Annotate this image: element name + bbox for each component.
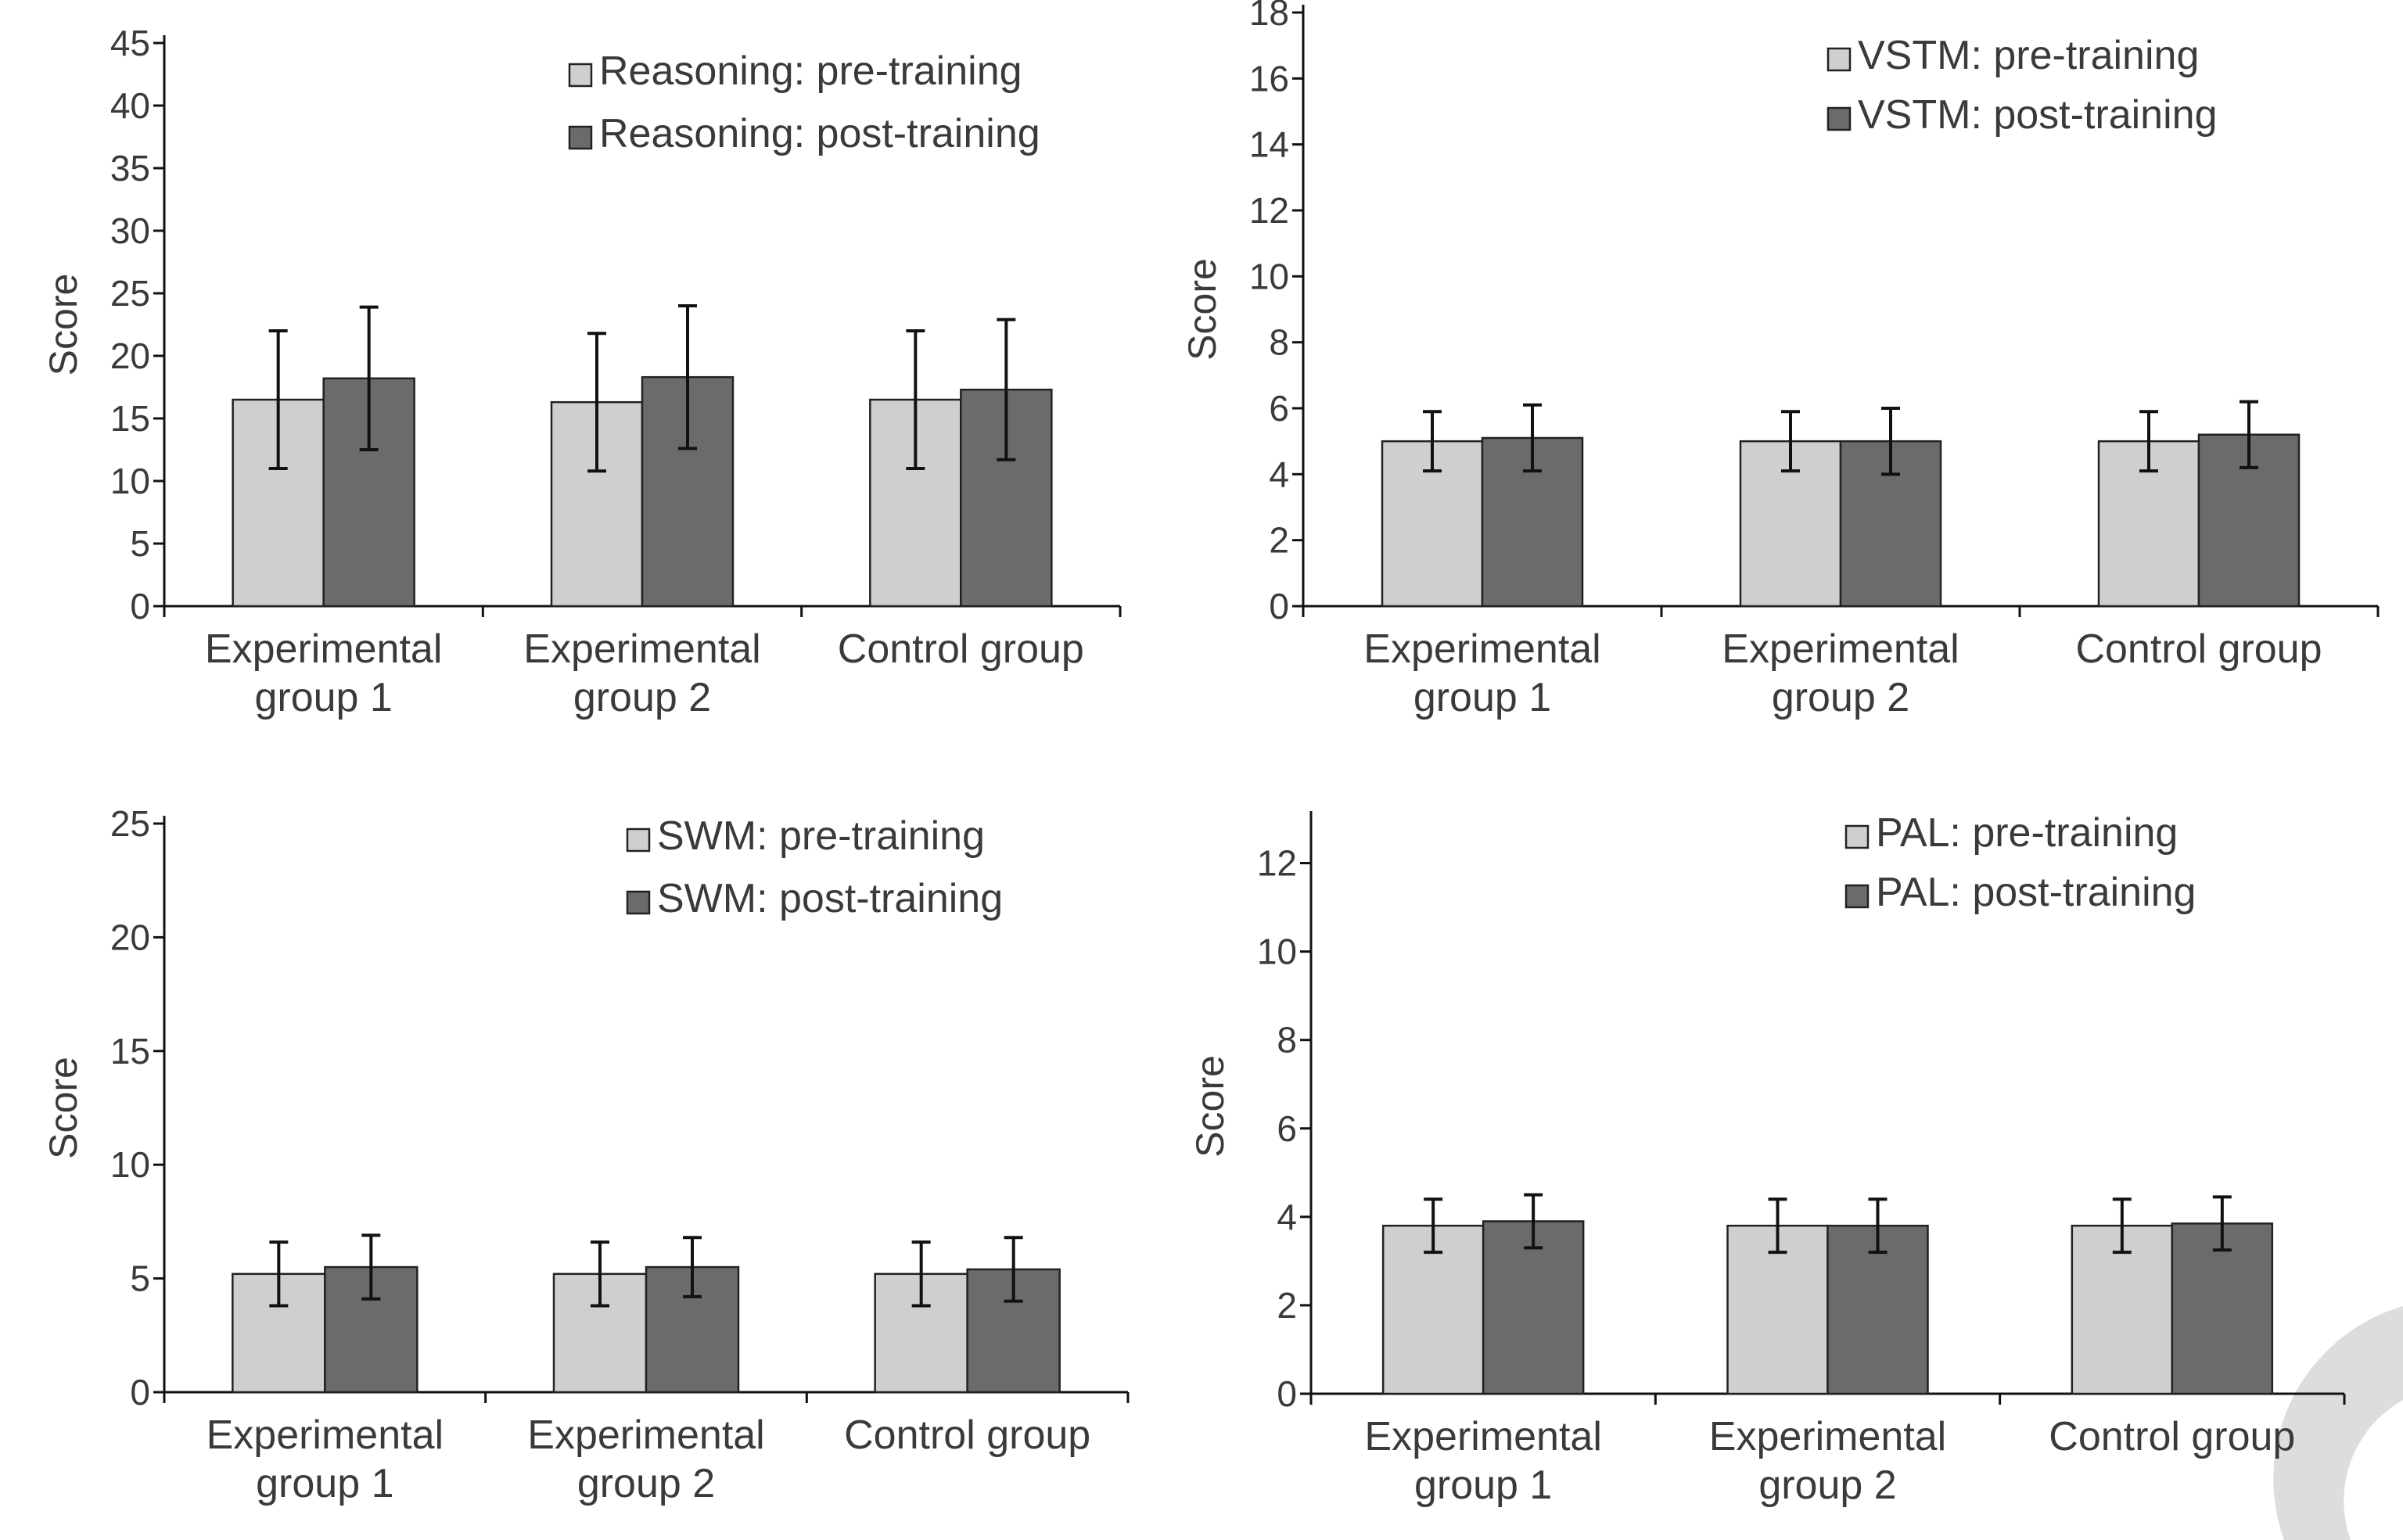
- legend-swatch: [1844, 884, 1870, 909]
- decorative-ring-shape: [2273, 1306, 2403, 1540]
- legend-swatch: [1826, 47, 1852, 72]
- chart-panel-reasoning: 051015202530354045ScoreExperimentalgroup…: [41, 23, 1122, 720]
- y-tick-label: 4: [1269, 454, 1289, 494]
- x-category-label: Experimental: [1709, 1414, 1946, 1459]
- legend-label: Reasoning: pre-training: [599, 48, 1022, 94]
- legend-label: VSTM: pre-training: [1858, 33, 2199, 78]
- legend-swatch: [626, 827, 651, 853]
- legend-label: VSTM: post-training: [1858, 92, 2218, 138]
- y-tick-label: 18: [1249, 0, 1289, 33]
- x-category-label: Experimental: [1364, 1414, 1601, 1459]
- x-category-label: Control group: [838, 626, 1084, 672]
- bar: [2171, 1222, 2274, 1395]
- y-tick-label: 35: [110, 148, 150, 188]
- y-tick-label: 0: [130, 586, 150, 626]
- y-tick-label: 10: [110, 1144, 150, 1185]
- y-tick-label: 14: [1249, 124, 1289, 165]
- bar: [1481, 436, 1584, 608]
- legend-label: PAL: post-training: [1876, 870, 2196, 915]
- y-tick-label: 2: [1277, 1285, 1297, 1326]
- y-tick-label: 6: [1269, 388, 1289, 429]
- y-tick-label: 12: [1257, 843, 1297, 884]
- legend-swatch: [568, 63, 593, 88]
- x-category-label: Control group: [2049, 1414, 2295, 1459]
- legend-swatch: [626, 890, 651, 915]
- legend-label: PAL: pre-training: [1876, 810, 2178, 856]
- legend-swatch: [1826, 106, 1852, 131]
- y-tick-label: 0: [1277, 1373, 1297, 1414]
- x-category-label: Experimental: [207, 1413, 444, 1458]
- x-category-label: group 1: [254, 675, 392, 720]
- y-tick-label: 25: [110, 803, 150, 844]
- y-tick-label: 20: [110, 336, 150, 376]
- y-tick-label: 0: [1269, 586, 1289, 626]
- x-category-label: Experimental: [523, 626, 760, 672]
- y-tick-label: 30: [110, 210, 150, 251]
- x-category-label: group 1: [256, 1461, 393, 1506]
- y-tick-label: 20: [110, 917, 150, 957]
- bar: [1482, 1220, 1585, 1395]
- y-tick-label: 5: [130, 1258, 150, 1299]
- legend-label: SWM: post-training: [657, 876, 1003, 921]
- legend-swatch: [1844, 824, 1870, 849]
- y-tick-label: 6: [1277, 1108, 1297, 1149]
- y-tick-label: 45: [110, 23, 150, 63]
- y-tick-label: 10: [110, 461, 150, 501]
- y-tick-label: 4: [1277, 1197, 1297, 1237]
- x-category-label: Experimental: [527, 1413, 764, 1458]
- y-tick-label: 10: [1249, 256, 1289, 296]
- x-category-label: group 2: [1758, 1463, 1896, 1508]
- y-tick-label: 10: [1257, 932, 1297, 972]
- x-category-label: Experimental: [205, 626, 442, 672]
- y-axis-label: Score: [1180, 258, 1224, 361]
- x-category-label: group 2: [573, 675, 711, 720]
- y-tick-label: 0: [130, 1372, 150, 1413]
- y-axis-label: Score: [41, 274, 85, 376]
- x-category-label: Experimental: [1363, 626, 1600, 672]
- y-axis-label: Score: [41, 1057, 85, 1159]
- x-category-label: Control group: [844, 1413, 1090, 1458]
- y-tick-label: 8: [1277, 1020, 1297, 1061]
- y-tick-label: 5: [130, 523, 150, 564]
- x-category-label: Control group: [2075, 626, 2322, 672]
- y-axis-label: Score: [1188, 1055, 1232, 1158]
- x-category-label: group 2: [577, 1461, 715, 1506]
- legend-label: Reasoning: post-training: [599, 111, 1040, 156]
- x-category-label: group 1: [1413, 675, 1551, 720]
- y-tick-label: 12: [1249, 190, 1289, 231]
- y-tick-label: 2: [1269, 520, 1289, 561]
- decorative-ring: [2273, 1306, 2403, 1540]
- y-tick-label: 15: [110, 398, 150, 439]
- y-tick-label: 16: [1249, 58, 1289, 99]
- legend-label: SWM: pre-training: [657, 813, 985, 859]
- legend-swatch: [568, 125, 593, 150]
- y-tick-label: 15: [110, 1031, 150, 1072]
- y-tick-label: 25: [110, 273, 150, 314]
- y-tick-label: 40: [110, 85, 150, 126]
- x-category-label: Experimental: [1722, 626, 1959, 672]
- y-tick-label: 8: [1269, 322, 1289, 363]
- x-category-label: group 1: [1414, 1463, 1552, 1508]
- x-category-label: group 2: [1772, 675, 1909, 720]
